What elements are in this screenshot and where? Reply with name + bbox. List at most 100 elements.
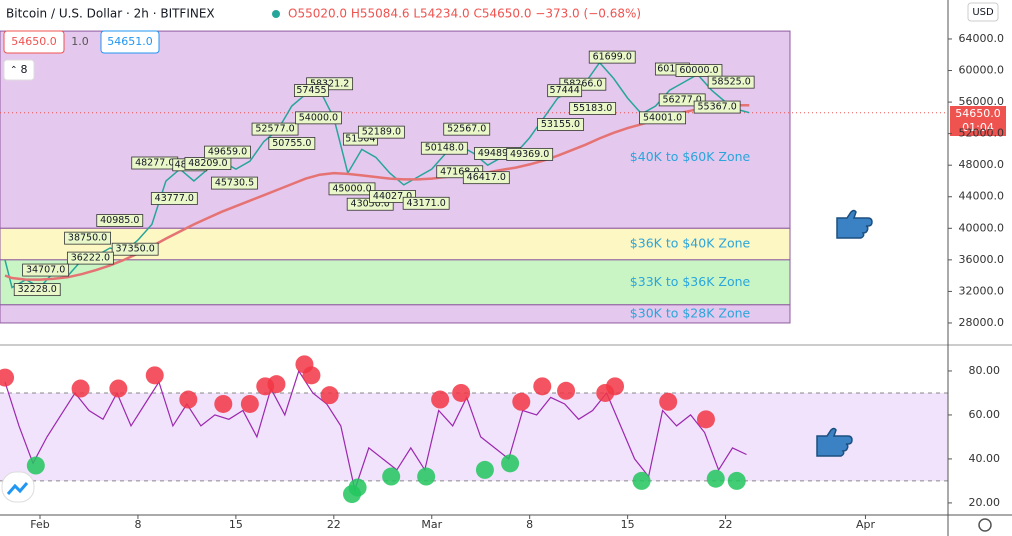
x-tick-label: 22 [327,518,341,531]
hand-icon [816,427,853,457]
pivot-label: 60000.0 [679,65,718,76]
rsi-high-marker [71,379,90,398]
y-tick-label: 64000.0 [959,32,1005,45]
pivot-label: 53155.0 [541,119,580,130]
y-tick-label: 60000.0 [959,64,1005,77]
y-tick-label: 60.00 [969,408,1001,421]
rsi-high-marker [533,377,552,396]
rsi-high-marker [267,375,286,394]
zone-label: $33K to $36K Zone [630,274,751,289]
rsi-high-marker [302,366,321,385]
pivot-label: 37350.0 [116,244,155,255]
pivot-box [588,50,636,64]
x-tick-label: 8 [526,518,533,531]
rsi-high-marker [0,368,15,387]
rsi-high-marker [179,390,198,409]
pivot-label: 52577.0 [255,124,294,135]
pivot-label: 49369.0 [510,149,549,160]
rsi-high-marker [606,377,625,396]
zone-label: $40K to $60K Zone [630,149,751,164]
rsi-low-marker [727,471,746,490]
y-tick-label: 20.00 [969,496,1001,509]
pivot-box [537,118,584,131]
x-tick-label: Mar [421,518,442,531]
pivot-box [251,122,299,136]
pivot-box [268,137,316,150]
currency-box[interactable] [967,2,999,22]
pivot-label: 44027.0 [373,191,412,202]
x-tick-label: 15 [621,518,635,531]
y-tick-label: 40000.0 [959,221,1005,234]
x-tick-label: Feb [30,518,49,531]
rsi-low-marker [501,454,520,473]
pivot-box [675,64,723,77]
pivot-label: 45730.5 [215,178,254,189]
pivot-box [707,75,755,89]
x-tick-label: Apr [856,518,876,531]
y-tick-label: 28000.0 [959,316,1005,329]
status-dot [272,10,280,18]
sell-box[interactable] [3,30,65,54]
pivot-label: 61699.0 [593,52,632,63]
ohlc: O55020.0 H55084.6 L54234.0 C54650.0 −373… [288,7,641,21]
pivot-box [66,251,114,265]
pivot-box [693,100,741,114]
pivot-label: 43171.0 [407,198,446,209]
pivot-label: 45000.0 [332,183,371,194]
pivot-label: 40985.0 [100,215,139,226]
currency: USD [972,7,994,18]
pivot-box [547,84,583,98]
pivot-box [150,192,198,205]
pivot-box [96,214,144,227]
bid: 54650.0 [11,35,57,48]
rsi-low-marker [706,469,725,488]
pivot-box [462,171,510,185]
rsi-band [0,392,948,481]
pivot-label: 54001.0 [643,112,682,123]
pivot-box [204,145,251,159]
y-tick-label: 80.00 [969,364,1001,377]
settings-icon[interactable] [978,518,992,532]
pivot-box [294,84,329,98]
rsi-high-marker [512,392,531,411]
pivot-box [402,196,450,210]
spread: 1.0 [71,35,89,48]
rsi-high-marker [696,410,715,429]
pivot-box [13,283,61,297]
countdown: 01:04 [962,121,994,134]
pivot-label: 43050.0 [351,199,390,210]
rsi-high-marker [431,390,450,409]
x-tick-label: 8 [134,518,141,531]
pivot-label: 50755.0 [272,138,311,149]
pivot-label: 51304 [345,134,375,145]
pivot-label: 60191 [657,64,687,75]
rsi-high-marker [557,381,576,400]
pivot-label: 57455 [296,85,326,96]
pivot-label: 52189.0 [362,127,401,138]
pivot-label: 49659.0 [208,147,247,158]
buy-box[interactable] [100,30,160,54]
zone [0,259,791,306]
pivot-box [420,141,468,155]
y-tick-label: 44000.0 [959,190,1005,203]
pivot-box [111,242,159,256]
pivot-label: 48277.0 [135,158,174,169]
pivot-label: 48209.0 [188,158,227,169]
zone-label: $36K to $40K Zone [630,236,751,251]
indicator-toggle[interactable] [3,59,35,81]
rsi-low-marker [475,460,494,479]
rsi-high-marker [320,386,339,405]
indicator-count: 8 [21,63,28,76]
rsi-high-marker [145,366,164,385]
pivot-box [443,122,491,136]
pivot-label: 52567.0 [447,124,486,135]
pivot-box [639,111,686,125]
moving-average [4,103,750,281]
y-tick-label: 52000.0 [959,127,1005,140]
pivot-box [295,111,342,125]
pivot-label: 58321.2 [310,78,349,89]
rsi-low-marker [632,471,651,490]
y-tick-label: 40.00 [969,452,1001,465]
chevron: ⌃ [10,66,18,76]
